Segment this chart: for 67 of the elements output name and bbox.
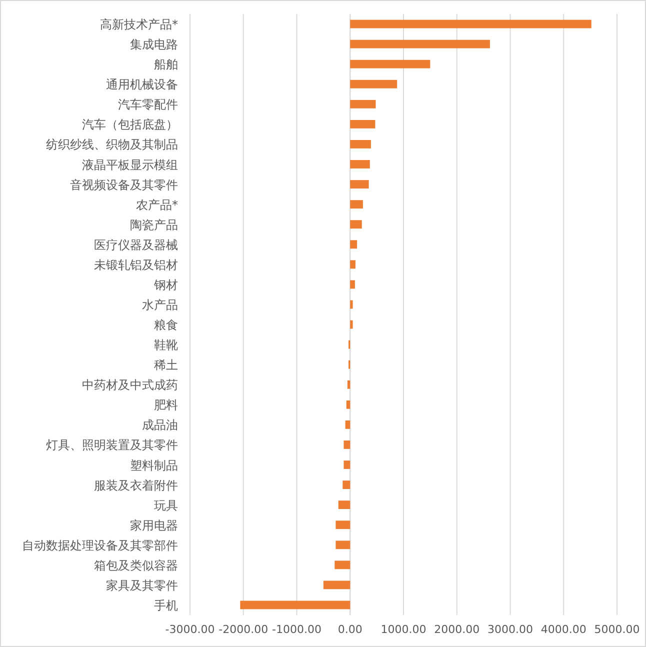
bar	[323, 580, 350, 590]
y-tick-label: 农产品*	[136, 198, 178, 212]
bar	[350, 20, 592, 28]
y-tick-label: 汽车（包括底盘）	[82, 118, 178, 132]
bar	[347, 380, 350, 389]
y-tick-label: 家用电器	[130, 518, 178, 532]
bar	[344, 440, 350, 449]
bar	[350, 180, 369, 188]
y-tick-label: 粮食	[154, 318, 178, 332]
y-tick-label: 汽车零配件	[118, 98, 178, 112]
y-tick-label: 鞋靴	[154, 338, 178, 352]
bar	[350, 320, 353, 329]
bar	[338, 500, 350, 510]
bar	[240, 600, 350, 610]
bar	[350, 100, 376, 108]
y-tick-label: 稀土	[154, 358, 178, 372]
bar	[350, 200, 363, 209]
x-tick-label: -3000.00	[165, 623, 215, 636]
y-tick-label: 塑料制品	[130, 458, 178, 472]
bar	[350, 120, 376, 128]
y-tick-label: 灯具、照明装置及其零件	[46, 438, 178, 452]
y-tick-label: 未锻轧铝及铝材	[94, 258, 178, 272]
bar	[334, 560, 350, 570]
bar	[350, 60, 430, 68]
y-tick-label: 水产品	[142, 298, 178, 312]
y-tick-label: 自动数据处理设备及其零部件	[22, 538, 178, 552]
y-tick-label: 陶瓷产品	[130, 218, 178, 232]
y-tick-label: 玩具	[154, 498, 178, 512]
bar	[344, 460, 350, 469]
bar	[350, 40, 490, 48]
x-tick-label: 0.00	[338, 623, 362, 636]
x-tick-label: -1000.00	[272, 623, 322, 636]
x-tick-label: -2000.00	[218, 623, 268, 636]
x-tick-label: 2000.00	[434, 623, 480, 636]
bar	[350, 280, 355, 289]
y-tick-label: 服装及衣着附件	[94, 478, 178, 492]
x-tick-label: 4000.00	[540, 623, 586, 636]
bar	[350, 160, 370, 168]
bar	[350, 140, 371, 148]
bar	[350, 80, 398, 88]
y-tick-label: 箱包及类似容器	[94, 558, 178, 572]
y-tick-label: 医疗仪器及器械	[94, 238, 178, 252]
bar	[350, 260, 356, 269]
bar	[350, 300, 353, 309]
y-tick-label: 集成电路	[130, 38, 178, 52]
y-tick-label: 液晶平板显示模组	[82, 158, 178, 172]
y-tick-label: 高新技术产品*	[100, 18, 178, 32]
y-tick-label: 纺织纱线、织物及其制品	[46, 138, 178, 152]
bar	[346, 400, 350, 409]
y-tick-label: 通用机械设备	[106, 78, 178, 92]
y-tick-label: 船舶	[154, 58, 178, 72]
bar	[350, 240, 358, 249]
x-tick-label: 3000.00	[488, 623, 533, 636]
y-tick-label: 音视频设备及其零件	[70, 178, 178, 192]
bar	[350, 220, 362, 229]
y-tick-label: 钢材	[153, 278, 178, 292]
y-tick-label: 肥料	[154, 398, 178, 412]
y-tick-label: 手机	[154, 598, 178, 612]
y-tick-label: 成品油	[142, 418, 178, 432]
bar	[342, 480, 350, 489]
bar	[345, 420, 350, 429]
y-tick-label: 家具及其零件	[106, 578, 178, 592]
y-tick-label: 中药材及中式成药	[82, 378, 178, 392]
bar	[336, 520, 350, 530]
bar	[336, 540, 350, 550]
x-tick-label: 5000.00	[594, 623, 640, 636]
x-tick-label: 1000.00	[380, 623, 426, 636]
